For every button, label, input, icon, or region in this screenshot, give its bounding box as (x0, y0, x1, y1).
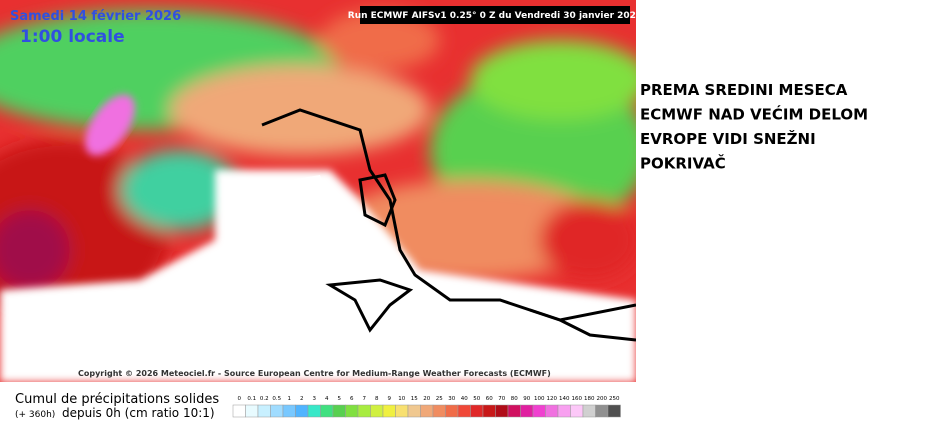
scale-label: 1 (288, 396, 292, 402)
scale-label: 8 (375, 396, 379, 402)
scale-label: 100 (534, 396, 545, 402)
scale-label: 10 (398, 396, 405, 402)
scale-label: 0.5 (272, 396, 281, 402)
scale-label: 25 (436, 396, 443, 402)
scale-swatch (532, 404, 546, 418)
scale-swatch (320, 404, 334, 418)
scale-label: 70 (498, 396, 505, 402)
color-scale: 0 0.1 0.2 0.5 1 2 3 4 5 6 7 8 9 10 15 20 25 30 40 50 60 70 80 9… (232, 396, 621, 418)
scale-swatch (520, 404, 534, 418)
scale-swatch (607, 404, 621, 418)
scale-label: 4 (325, 396, 329, 402)
scale-swatch (445, 404, 459, 418)
scale-label: 0 (238, 396, 242, 402)
headline-line: POKRIVAČ (640, 154, 726, 173)
scale-label: 200 (597, 396, 608, 402)
scale-swatch (407, 404, 421, 418)
scale-label: 30 (448, 396, 455, 402)
scale-swatch (507, 404, 521, 418)
scale-label: 7 (363, 396, 367, 402)
scale-label: 160 (572, 396, 583, 402)
scale-swatch (420, 404, 434, 418)
scale-swatch (295, 404, 309, 418)
forecast-map: Run ECMWF AIFSv1 0.25° 0 Z du Vendredi 3… (0, 0, 642, 382)
scale-label: 15 (411, 396, 418, 402)
run-label: Run ECMWF AIFSv1 0.25° 0 Z du Vendredi 3… (348, 11, 642, 21)
scale-label: 50 (473, 396, 480, 402)
scale-swatch (557, 404, 571, 418)
headline-line: PREMA SREDINI MESECA (640, 81, 848, 99)
scale-swatch (245, 404, 259, 418)
scale-label: 5 (338, 396, 342, 402)
scale-swatch (257, 404, 271, 418)
scale-label: 90 (523, 396, 530, 402)
scale-label: 3 (313, 396, 317, 402)
scale-label: 9 (388, 396, 392, 402)
scale-label: 140 (559, 396, 570, 402)
scale-label: 6 (350, 396, 354, 402)
scale-swatch (595, 404, 609, 418)
scale-swatch (232, 404, 246, 418)
scale-label: 80 (511, 396, 518, 402)
legend-title: Cumul de précipitations solides (15, 392, 219, 407)
scale-label: 250 (609, 396, 620, 402)
scale-swatch (495, 404, 509, 418)
scale-swatch (582, 404, 596, 418)
scale-swatch (282, 404, 296, 418)
copyright: Copyright © 2026 Meteociel.fr - Source E… (78, 369, 551, 378)
scale-swatch (270, 404, 284, 418)
scale-swatch (482, 404, 496, 418)
headline-line: ECMWF NAD VEĆIM DELOM (640, 105, 868, 124)
scale-label: 20 (423, 396, 430, 402)
scale-swatch (382, 404, 396, 418)
scale-swatch (470, 404, 484, 418)
forecast-date: Samedi 14 février 2026 (10, 9, 181, 24)
scale-label: 0.1 (247, 396, 256, 402)
scale-swatch (432, 404, 446, 418)
scale-swatch (457, 404, 471, 418)
headline: PREMA SREDINI MESECA ECMWF NAD VEĆIM DELO… (640, 81, 868, 173)
headline-line: EVROPE VIDI SNEŽNI (640, 129, 816, 148)
scale-label: 2 (300, 396, 304, 402)
forecast-time: 1:00 locale (20, 27, 125, 47)
scale-swatch (357, 404, 371, 418)
scale-swatch (395, 404, 409, 418)
scale-swatch (545, 404, 559, 418)
scale-swatch (307, 404, 321, 418)
scale-swatch (570, 404, 584, 418)
scale-label: 0.2 (260, 396, 269, 402)
scale-swatch (370, 404, 384, 418)
legend-horizon: (+ 360h) (15, 410, 55, 420)
scale-label: 120 (547, 396, 558, 402)
scale-label: 60 (486, 396, 493, 402)
legend-subtitle: depuis 0h (cm ratio 10:1) (62, 406, 215, 420)
scale-label: 180 (584, 396, 595, 402)
scale-swatch (332, 404, 346, 418)
scale-swatch (345, 404, 359, 418)
scale-label: 40 (461, 396, 468, 402)
